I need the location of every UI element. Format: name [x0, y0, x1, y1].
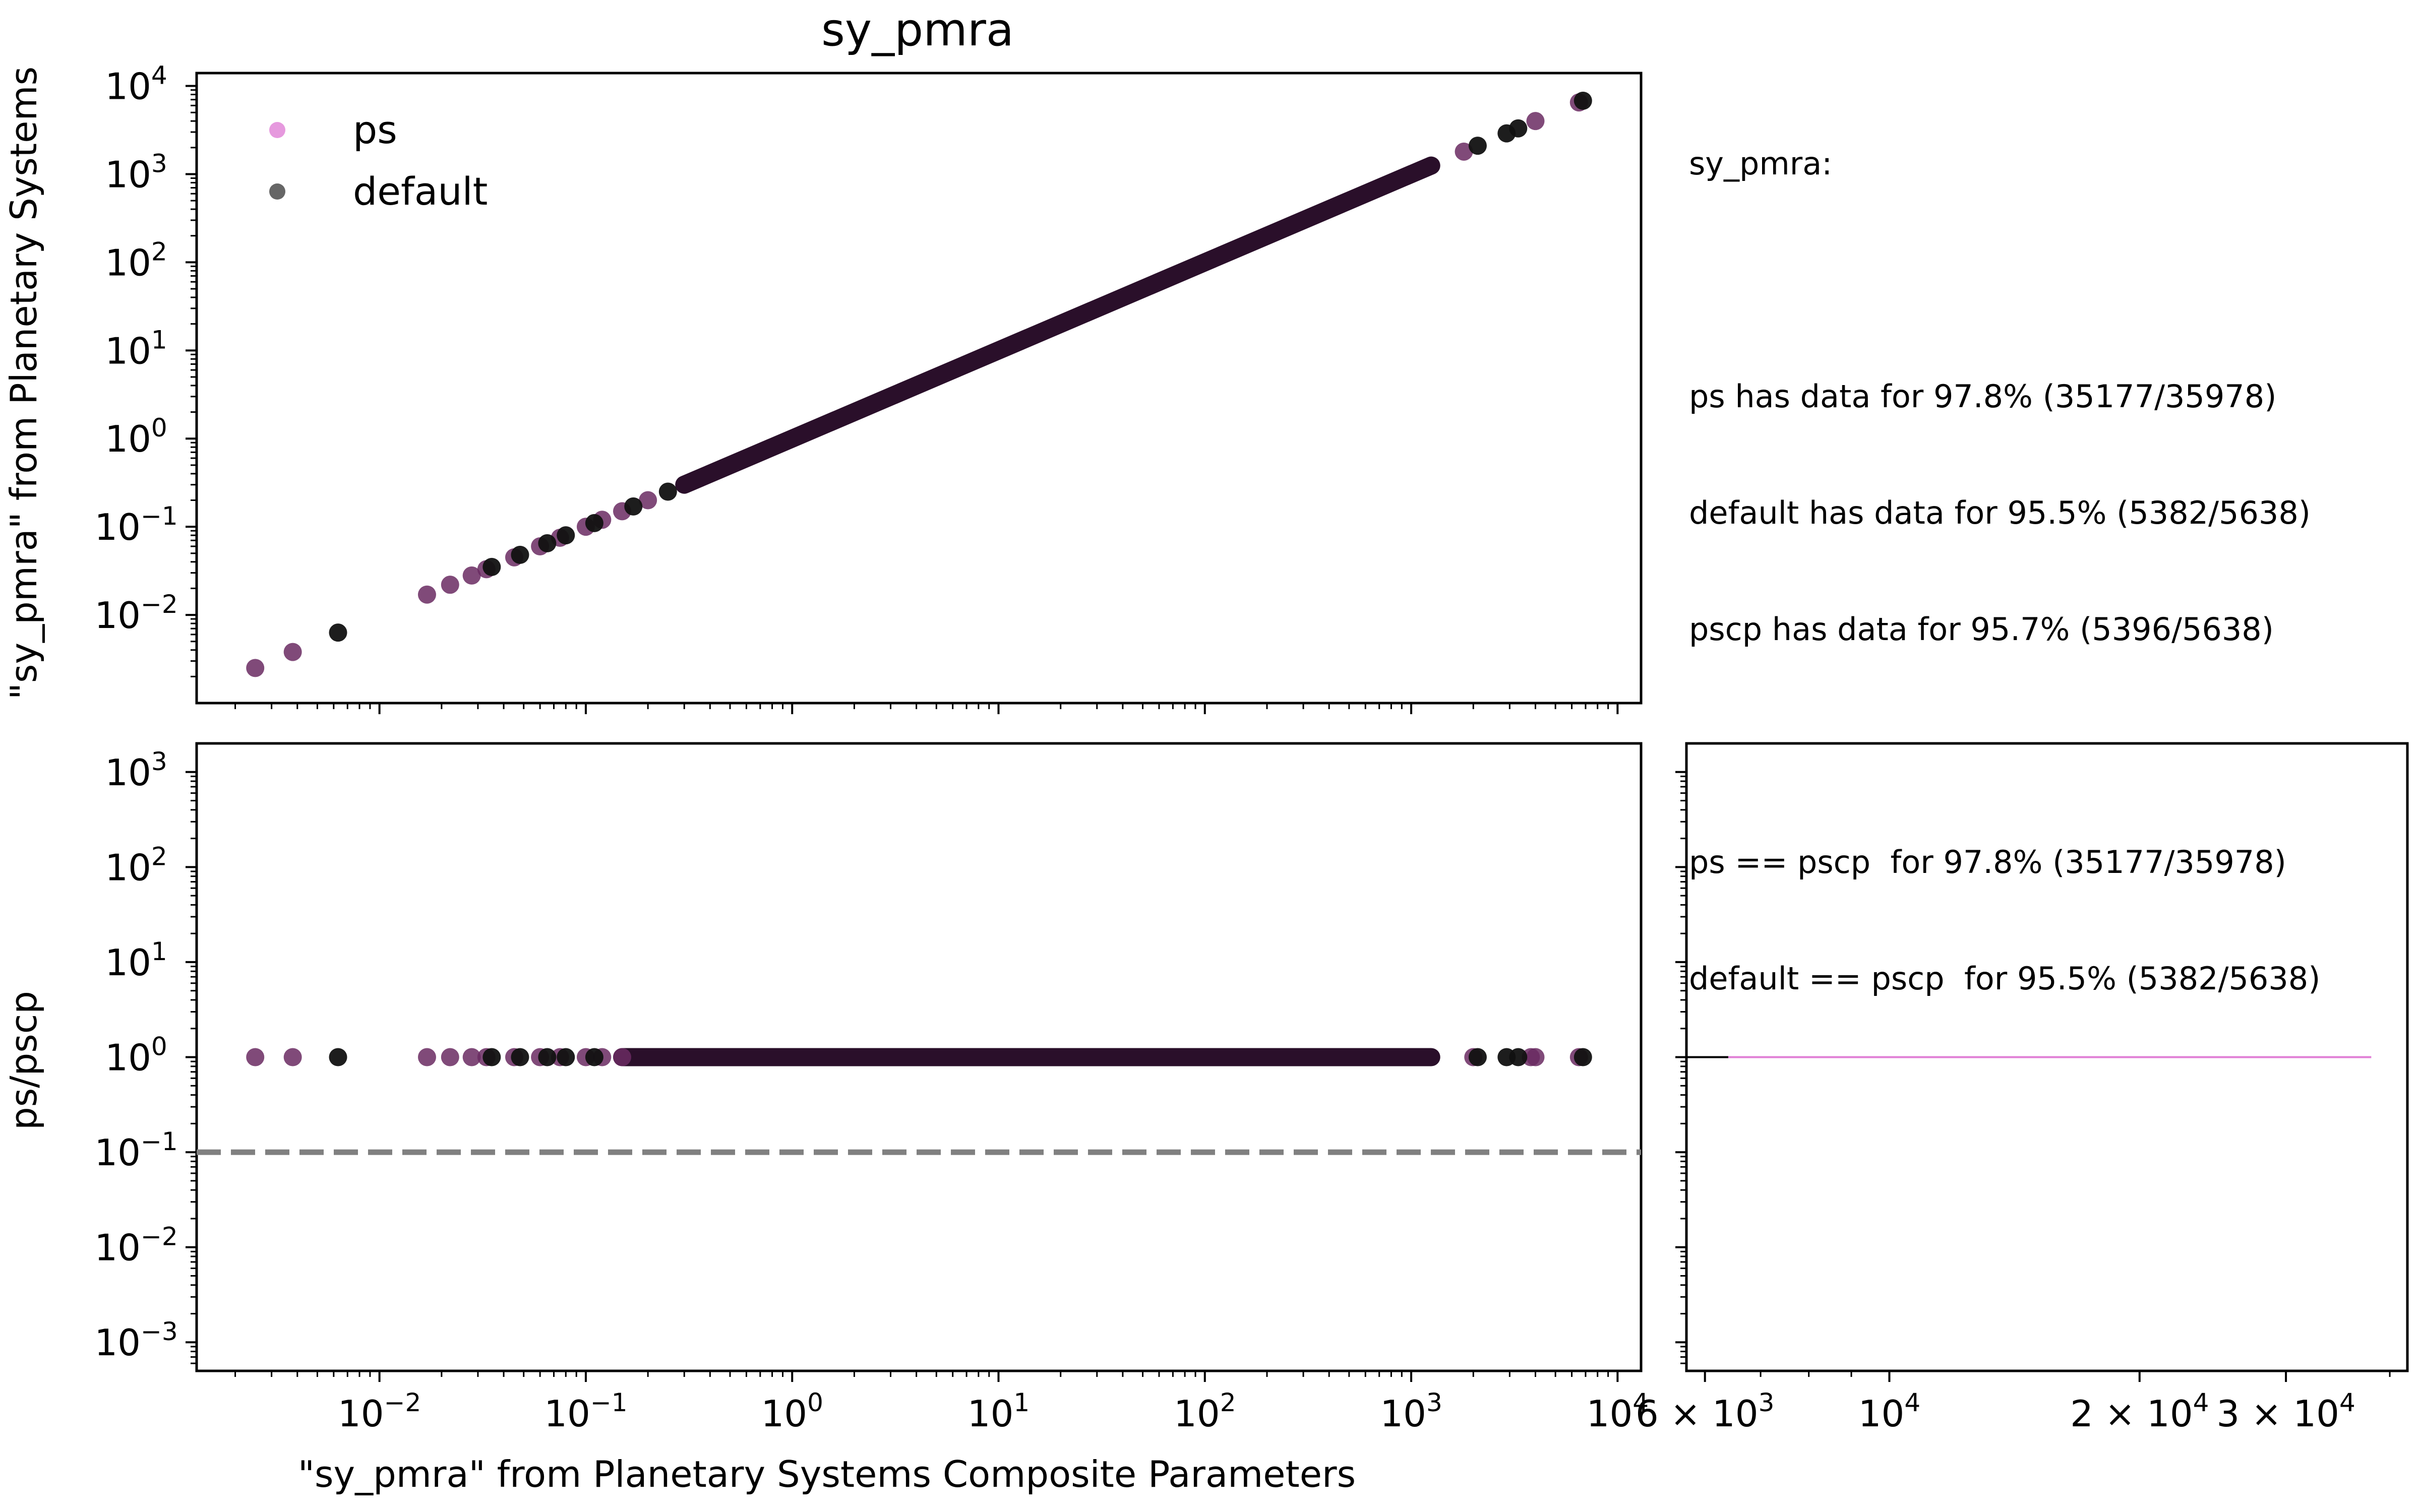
- summary-line: [1689, 261, 2320, 299]
- data-point-ps: [1526, 112, 1545, 131]
- data-point-ps: [417, 1048, 436, 1066]
- x-tick-label: 2 × 104: [2070, 1388, 2209, 1435]
- data-point-default: [585, 514, 603, 532]
- x-axis-label: "sy_pmra" from Planetary Systems Composi…: [298, 1453, 1356, 1495]
- y-tick-label: 10−1: [94, 501, 177, 548]
- x-tick-label: 10−2: [338, 1388, 421, 1435]
- legend: ps default: [269, 107, 488, 214]
- y-tick-label: 102: [105, 237, 167, 284]
- data-point-default: [329, 623, 347, 642]
- y-tick-label: 10−3: [94, 1317, 177, 1364]
- x-tick-label: 102: [1174, 1388, 1236, 1435]
- summary-line: ps has data for 97.8% (35177/35978): [1689, 378, 2277, 415]
- summary-line: default has data for 95.5% (5382/5638): [1689, 494, 2311, 531]
- data-point-default: [557, 1048, 575, 1066]
- data-point-ps: [283, 1048, 302, 1066]
- data-point-default: [1509, 119, 1528, 138]
- x-tick-label: 103: [1380, 1388, 1442, 1435]
- legend-label-default: default: [353, 169, 488, 214]
- x-tick-label: 104: [1858, 1388, 1920, 1435]
- top-y-axis-label: "sy_pmra" from Planetary Systems: [3, 67, 45, 700]
- legend-label-ps: ps: [353, 107, 397, 152]
- data-point-default: [1509, 1048, 1528, 1066]
- x-tick-label: 101: [967, 1388, 1030, 1435]
- bottom-ratio-panel: 10−2 10−1 100 101 102 103 104 10−3 10−2 10−1 100 10…: [94, 742, 1649, 1435]
- bottom-y-axis-label: ps/pscp: [3, 991, 45, 1130]
- data-point-default: [482, 557, 501, 576]
- y-tick-label: 103: [105, 747, 167, 794]
- dense-point-band: [675, 156, 1440, 494]
- data-point-default: [658, 482, 677, 501]
- data-point-ps: [639, 491, 657, 510]
- y-tick-label: 100: [105, 413, 167, 460]
- data-point-ps: [283, 643, 302, 661]
- data-point-default: [624, 497, 643, 516]
- y-tick-label: 10−2: [94, 1222, 177, 1269]
- x-tick-label: 6 × 103: [1636, 1388, 1774, 1435]
- y-tick-label: 10−1: [94, 1127, 177, 1174]
- right-ratio-histogram-panel: 6 × 103 104 2 × 104 3 × 104: [1636, 742, 2409, 1435]
- x-tick-label: 3 × 104: [2216, 1388, 2355, 1435]
- y-tick-label: 102: [105, 842, 167, 889]
- data-point-ps: [417, 585, 436, 604]
- summary-line: pscp has data for 95.7% (5396/5638): [1689, 611, 2274, 648]
- data-point-ps: [441, 1048, 459, 1066]
- summary-line: sy_pmra:: [1689, 145, 1833, 182]
- data-point-ps: [462, 566, 481, 585]
- data-point-default: [511, 1048, 529, 1066]
- summary-line: default == pscp for 95.5% (5382/5638): [1689, 960, 2321, 997]
- top-scatter-panel: 10−2 10−1 100 101 102 103 104 ps default: [94, 61, 1643, 714]
- x-tick-label: 104: [1587, 1388, 1649, 1435]
- x-tick-label: 100: [761, 1388, 823, 1435]
- y-tick-label: 100: [105, 1032, 167, 1079]
- data-point-ps: [1526, 1048, 1545, 1066]
- summary-text-block: sy_pmra: ps has data for 97.8% (35177/35…: [1689, 67, 2320, 1037]
- legend-marker-ps: [269, 122, 285, 138]
- data-point-default: [482, 1048, 501, 1066]
- legend-marker-default: [269, 183, 285, 200]
- y-tick-label: 103: [105, 149, 167, 196]
- data-point-ps: [441, 576, 459, 594]
- data-point-ps: [613, 1048, 632, 1066]
- summary-line: [1689, 726, 2320, 765]
- data-point-ps: [246, 659, 265, 677]
- y-tick-label: 10−2: [94, 590, 177, 637]
- data-point-default: [511, 545, 529, 564]
- chart-title: sy_pmra: [821, 4, 1014, 56]
- summary-line: ps == pscp for 97.8% (35177/35978): [1689, 844, 2286, 880]
- data-point-ps: [1455, 142, 1473, 161]
- y-tick-label: 101: [105, 325, 167, 372]
- data-point-default: [538, 1048, 557, 1066]
- data-point-ps: [462, 1048, 481, 1066]
- plot-frame: [195, 72, 1643, 705]
- data-point-default: [557, 526, 575, 545]
- data-point-default: [585, 1048, 603, 1066]
- x-tick-label: 10−1: [544, 1388, 627, 1435]
- data-point-default: [1468, 1048, 1487, 1066]
- y-tick-label: 104: [105, 61, 167, 108]
- data-point-default: [1468, 137, 1487, 155]
- data-point-default: [329, 1048, 347, 1066]
- data-point-default: [538, 534, 557, 552]
- data-point-ps: [246, 1048, 265, 1066]
- data-point-default: [1574, 91, 1592, 110]
- data-point-default: [1574, 1048, 1592, 1066]
- y-tick-label: 101: [105, 937, 167, 984]
